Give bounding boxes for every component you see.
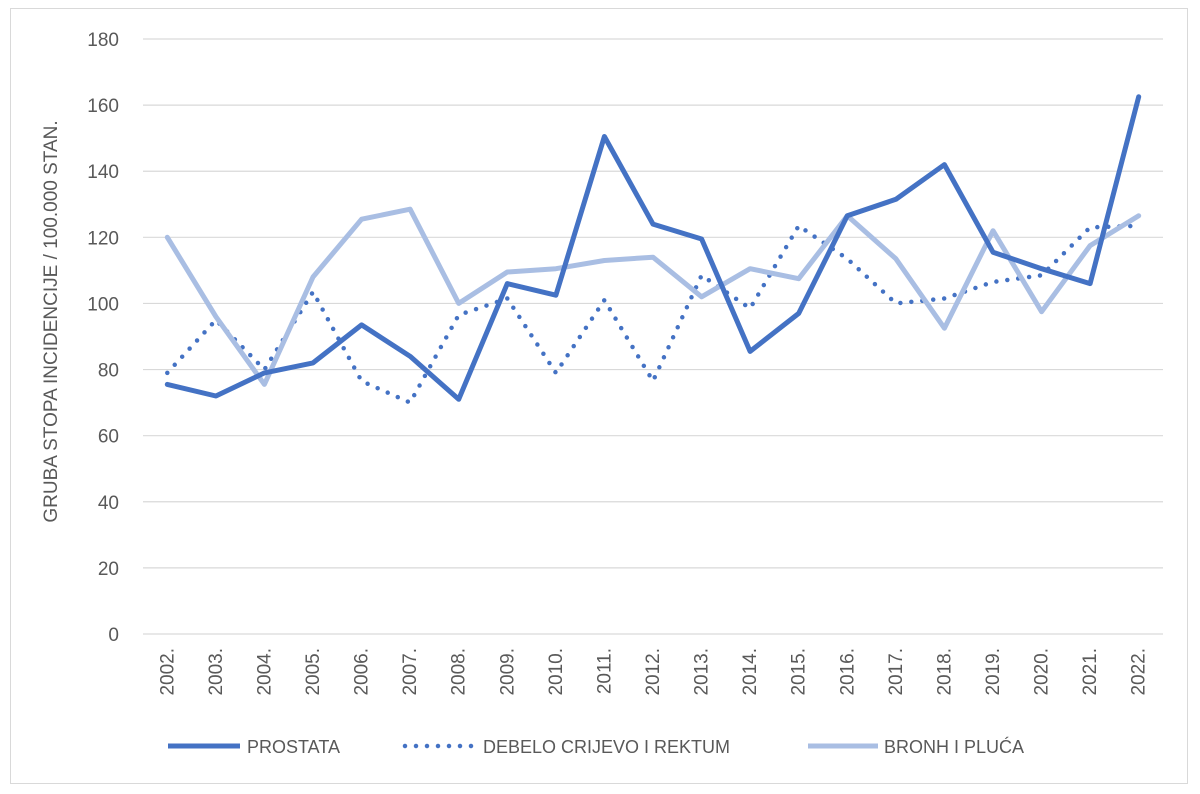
- x-tick-label: 2022.: [1129, 648, 1150, 696]
- x-tick-label: 2016.: [837, 648, 858, 696]
- y-tick-label: 0: [108, 625, 119, 646]
- x-tick-label: 2017.: [886, 648, 907, 696]
- x-tick-label: 2013.: [692, 648, 713, 696]
- legend-label-1: DEBELO CRIJEVO I REKTUM: [483, 737, 730, 757]
- x-tick-label: 2015.: [789, 648, 810, 696]
- x-tick-label: 2014.: [740, 648, 761, 696]
- legend-label-0: PROSTATA: [247, 737, 340, 757]
- y-tick-label: 20: [98, 559, 119, 580]
- x-tick-label: 2007.: [400, 648, 421, 696]
- series-lines: [164, 94, 1142, 405]
- x-tick-label: 2010.: [546, 648, 567, 696]
- legend: PROSTATA DEBELO CRIJEVO I REKTUM BRONH I P…: [168, 736, 1024, 757]
- series-line-0: [164, 94, 1142, 402]
- x-tick-label: 2004.: [254, 648, 275, 696]
- gridlines: [143, 38, 1163, 635]
- x-tick-label: 2011.: [594, 648, 615, 694]
- series-line-1: [165, 223, 1141, 405]
- y-tick-label: 80: [98, 361, 119, 382]
- y-tick-label: 40: [98, 493, 119, 514]
- x-tick-label: 2021.: [1080, 648, 1101, 696]
- x-tick-label: 2019.: [983, 648, 1004, 696]
- x-tick-label: 2003.: [206, 648, 227, 696]
- x-tick-label: 2012.: [643, 648, 664, 696]
- x-tick-label: 2018.: [934, 648, 955, 696]
- x-tick-label: 2002.: [157, 648, 178, 696]
- y-tick-label: 100: [87, 294, 119, 315]
- x-tick-label: 2009.: [497, 648, 518, 696]
- x-tick-label: 2008.: [449, 648, 470, 696]
- x-tick-label: 2006.: [352, 648, 373, 696]
- y-axis-ticks: 0 20 40 60 80 100 120 140 160 180: [87, 30, 119, 646]
- y-tick-label: 60: [98, 427, 119, 448]
- x-tick-label: 2020.: [1032, 648, 1053, 696]
- y-axis-label: GRUBA STOPA INCIDENCIJE / 100.000 STAN.: [41, 120, 62, 522]
- x-tick-label: 2005.: [303, 648, 324, 696]
- x-axis-ticks: 2002. 2003. 2004. 2005. 2006. 2007. 2008. 2009.…: [157, 648, 1149, 696]
- series-line-2: [164, 206, 1142, 387]
- y-tick-label: 160: [87, 96, 119, 117]
- y-tick-label: 120: [87, 228, 119, 249]
- y-tick-label: 140: [87, 162, 119, 183]
- y-tick-label: 180: [87, 30, 119, 51]
- legend-label-2: BRONH I PLUĆA: [884, 736, 1024, 757]
